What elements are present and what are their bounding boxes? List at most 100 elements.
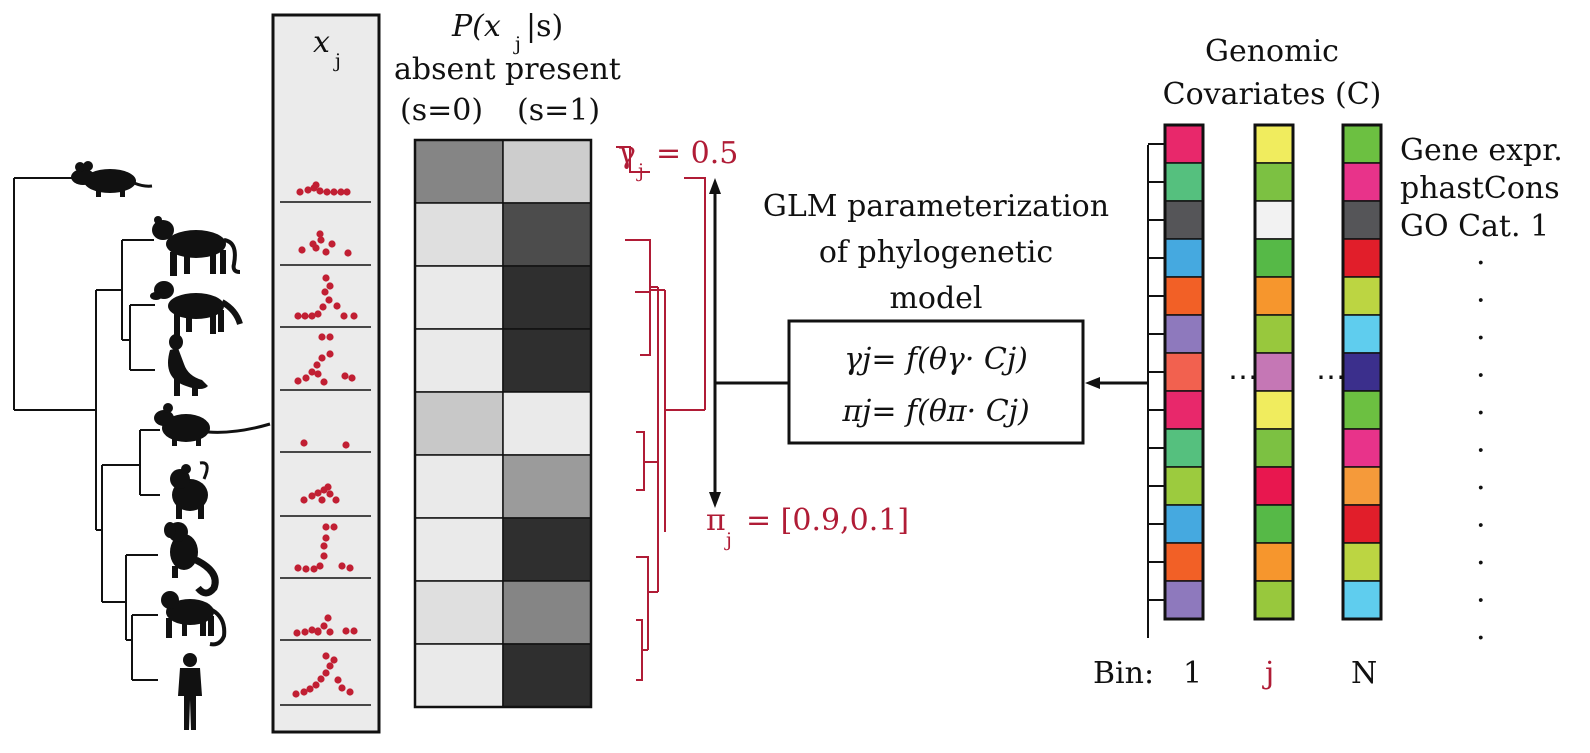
covariate-bin-bracket	[1147, 143, 1165, 638]
observed-dot	[322, 523, 330, 531]
vertical-dot: .	[1476, 575, 1486, 610]
emission-cell-absent	[414, 517, 504, 582]
observed-dot	[314, 489, 322, 497]
covariate-cell	[1342, 314, 1382, 354]
covariate-cell	[1254, 276, 1294, 316]
vertical-dot: .	[1476, 237, 1486, 272]
covariate-cell	[1164, 390, 1204, 430]
ellipsis-left: ⋯	[1228, 360, 1258, 395]
observed-dot	[344, 249, 352, 257]
emission-probability-grid	[413, 138, 593, 709]
covariate-cell	[1164, 466, 1204, 506]
mouse-silhouette-icon	[71, 161, 153, 197]
observed-dot	[324, 614, 332, 622]
covariate-cell	[1342, 504, 1382, 544]
emission-cell-absent	[414, 454, 504, 519]
observed-dot	[326, 628, 334, 636]
emission-grid-border	[413, 138, 593, 709]
observed-dot	[328, 240, 336, 248]
covariate-cell	[1164, 314, 1204, 354]
observed-header-var: x	[313, 25, 330, 60]
observed-dot	[301, 628, 309, 636]
macaque-silhouette-icon	[161, 591, 227, 647]
observed-dot	[294, 312, 302, 320]
observed-dot	[293, 629, 301, 637]
emission-cell-absent	[414, 643, 504, 708]
covariates-title-line2: Covariates (C)	[1163, 77, 1382, 112]
observed-dot	[343, 188, 351, 196]
observed-dot	[301, 312, 309, 320]
observed-dot	[304, 186, 312, 194]
vertical-dot: .	[1476, 387, 1486, 422]
glm-equation-box	[787, 319, 1085, 445]
emission-cell-absent	[414, 265, 504, 330]
observed-dot	[334, 676, 342, 684]
observed-dot	[325, 296, 333, 304]
observed-dot	[323, 188, 331, 196]
gamma-value: = 0.5	[656, 136, 738, 171]
covariate-cell	[1342, 352, 1382, 392]
dog-silhouette-icon	[150, 281, 243, 336]
covariate-cell	[1254, 200, 1294, 240]
covariate-cell	[1254, 314, 1294, 354]
glm-title-line3: model	[889, 281, 982, 316]
covariate-cell	[1254, 390, 1294, 430]
emission-cell-present	[502, 265, 592, 330]
glm-title-line2: of phylogenetic	[819, 235, 1053, 270]
gamma-symbol: γ	[618, 136, 636, 171]
observed-dot	[326, 490, 334, 498]
covariate-cell	[1164, 352, 1204, 392]
observed-dot	[321, 288, 329, 296]
covariate-cell	[1342, 390, 1382, 430]
observed-dot	[319, 303, 327, 311]
phylogenetic-tree	[13, 177, 160, 681]
covariate-cell	[1164, 542, 1204, 582]
observed-dot	[350, 312, 358, 320]
emission-cell-present	[502, 517, 592, 582]
covariate-cell	[1164, 238, 1204, 278]
emission-header-sub: j	[513, 33, 521, 55]
pi-sub: j	[724, 529, 732, 551]
observed-dot	[300, 688, 308, 696]
observed-dot	[314, 310, 322, 318]
column-state-absent: (s=0)	[400, 93, 483, 128]
observed-dot	[338, 684, 346, 692]
bin-label-n: N	[1351, 656, 1377, 691]
observed-dot	[316, 187, 324, 195]
observed-dot	[310, 565, 318, 573]
covariate-label-phastcons: phastCons	[1400, 171, 1560, 206]
emission-cell-present	[502, 139, 592, 204]
observed-dot	[320, 622, 328, 630]
emission-cell-present	[502, 391, 592, 456]
observed-dot	[326, 333, 334, 341]
observed-dot	[308, 312, 316, 320]
covariate-cell	[1342, 466, 1382, 506]
covariate-cell	[1342, 580, 1382, 620]
covariates-to-glm-arrow	[1085, 377, 1148, 389]
observed-dot	[308, 492, 316, 500]
observed-dot	[318, 333, 326, 341]
observed-dot	[338, 562, 346, 570]
bin-prefix-label: Bin:	[1093, 656, 1154, 691]
parameter-double-arrow	[709, 178, 789, 508]
bin-label-j: j	[1262, 656, 1274, 691]
covariate-cell	[1342, 200, 1382, 240]
covariate-cell	[1254, 352, 1294, 392]
covariate-cell	[1164, 200, 1204, 240]
observed-baselines	[280, 201, 371, 706]
covariate-label-go-cat: GO Cat. 1	[1400, 209, 1549, 244]
covariate-cell	[1342, 162, 1382, 202]
observed-dot	[318, 496, 326, 504]
observed-dot	[322, 652, 330, 660]
observed-dot	[298, 246, 306, 254]
observed-dot	[317, 236, 325, 244]
covariate-cell	[1164, 124, 1204, 164]
observed-dot	[324, 483, 332, 491]
observed-dot	[326, 350, 334, 358]
observed-dot	[320, 378, 328, 386]
covariate-label-gene-expr: Gene expr.	[1400, 133, 1563, 168]
emission-cell-present	[502, 643, 592, 708]
observed-dot	[294, 564, 302, 572]
pi-value: = [0.9,0.1]	[746, 503, 909, 538]
